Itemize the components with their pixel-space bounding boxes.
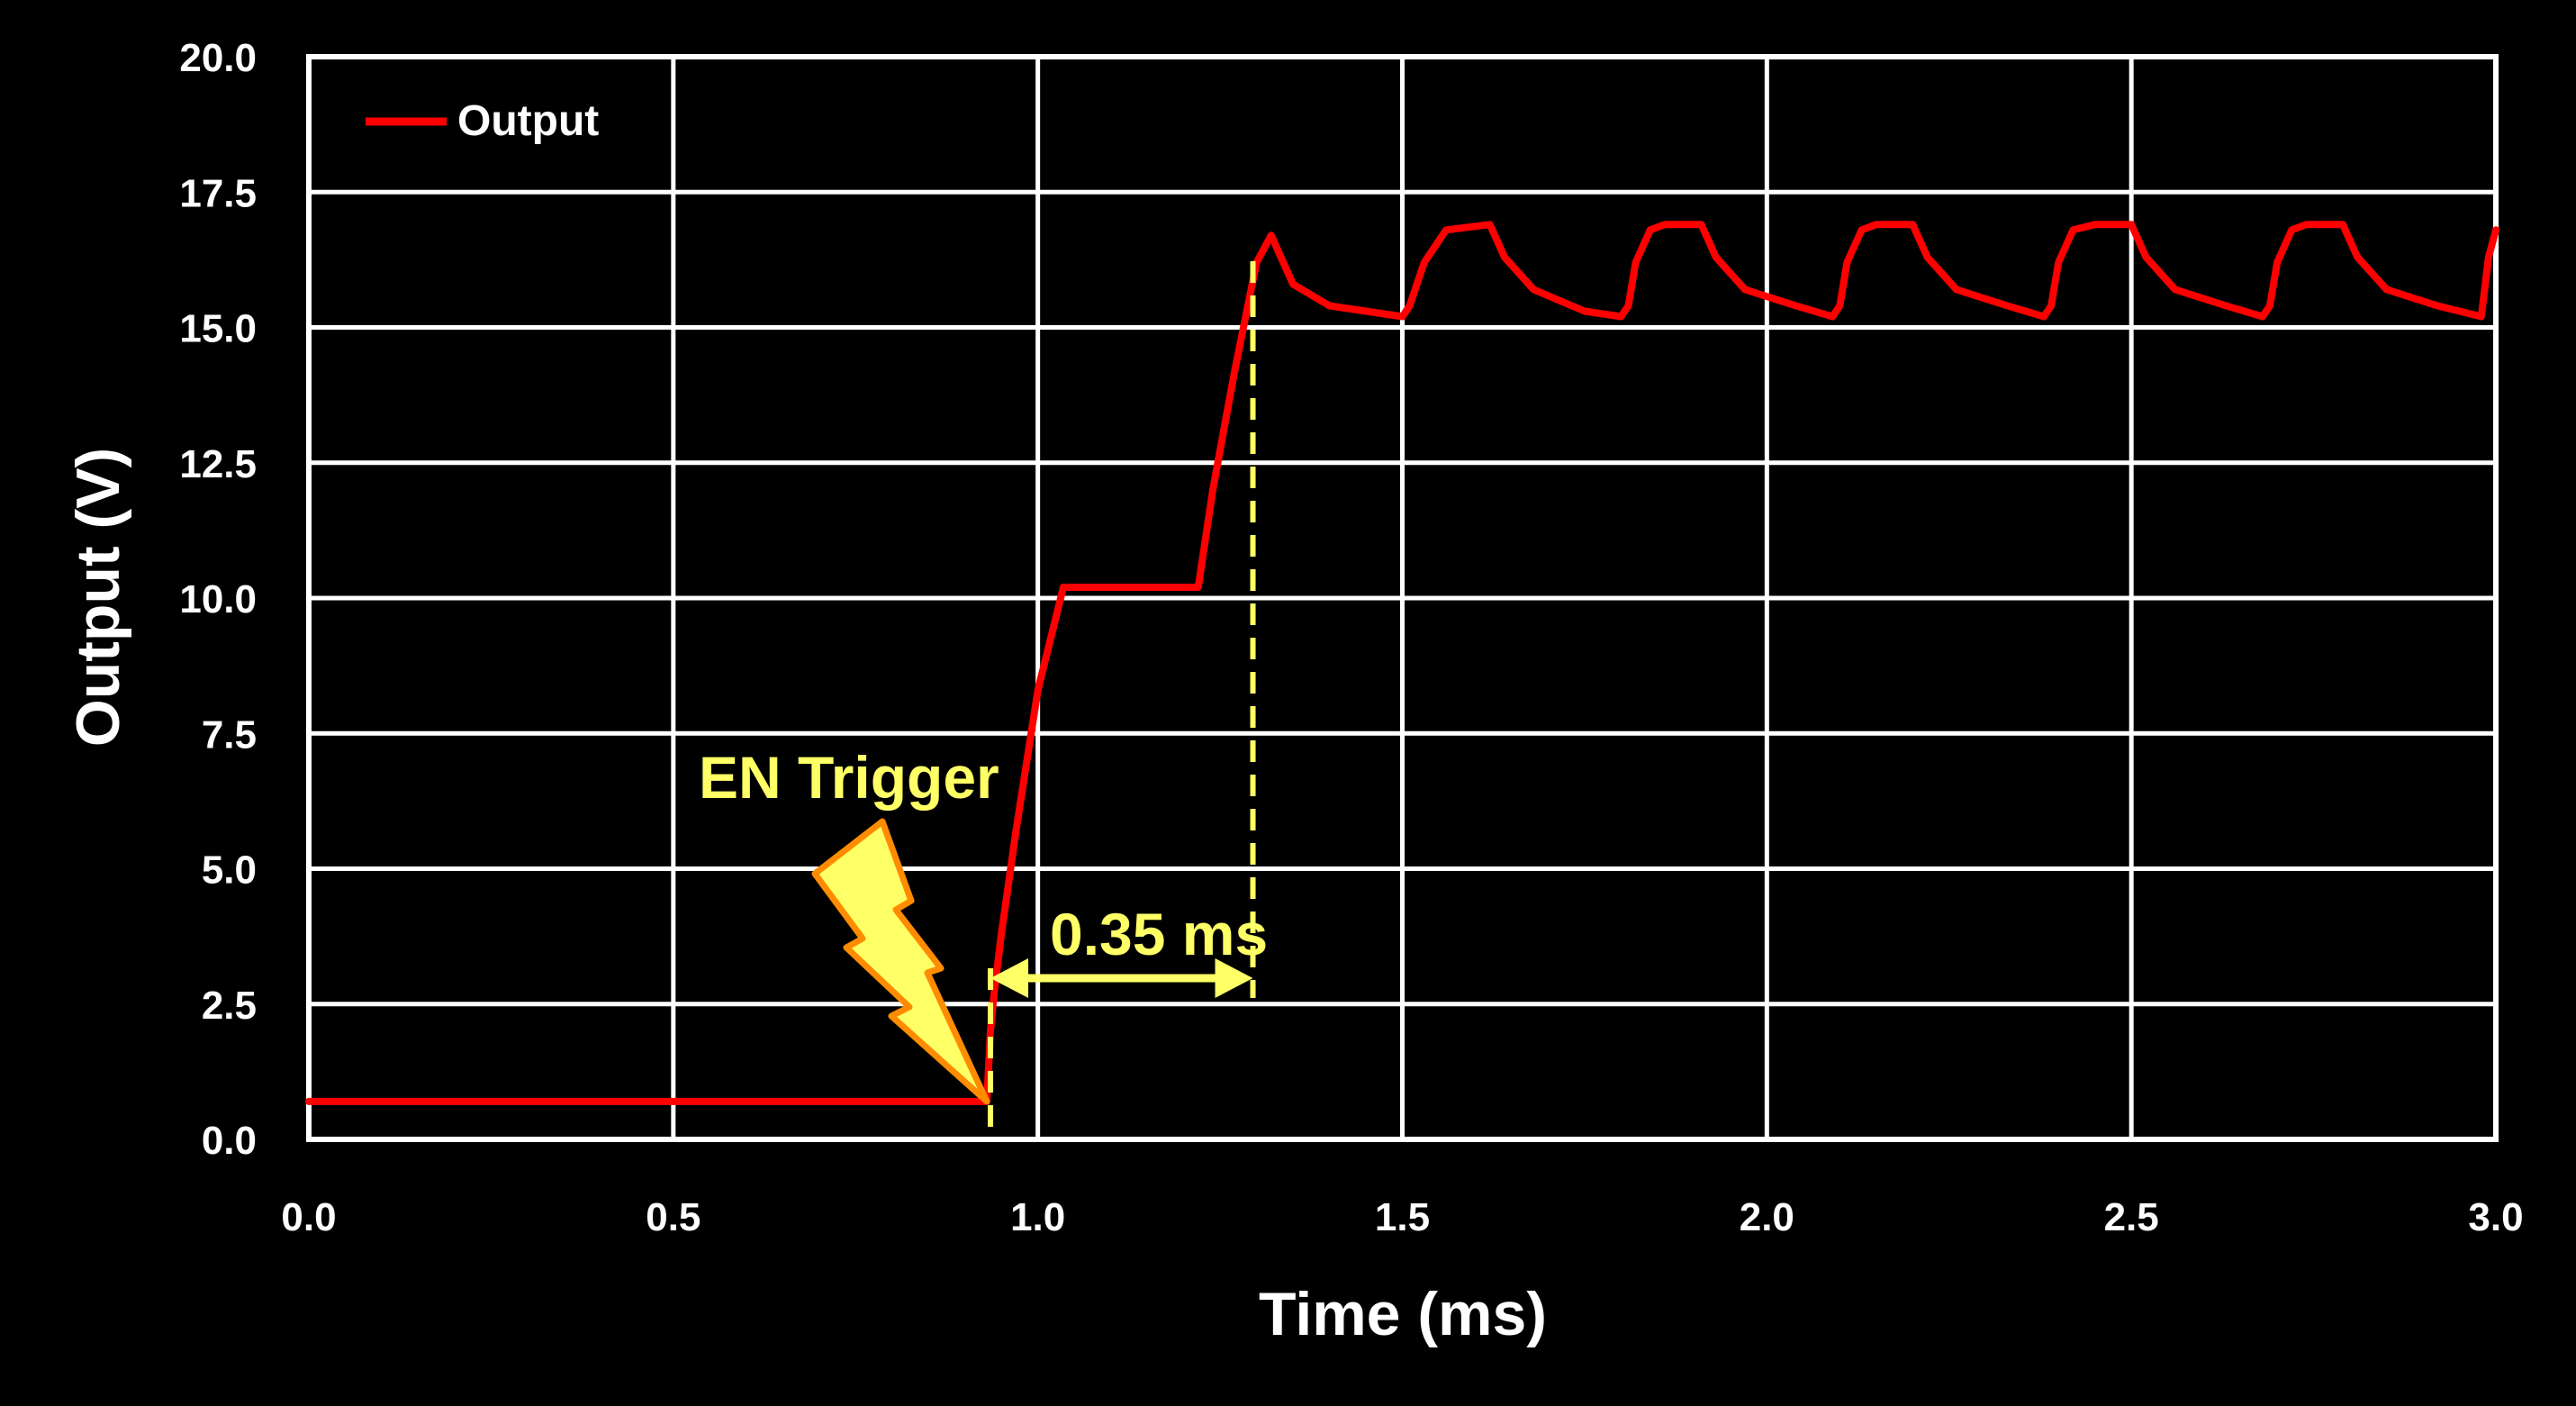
x-tick-label: 0.0 (281, 1195, 336, 1239)
y-tick-labels: 0.0 2.5 5.0 7.5 10.0 12.5 15.0 17.5 20.0 (179, 36, 257, 1163)
trigger-label: EN Trigger (699, 744, 999, 811)
x-tick-label: 1.5 (1375, 1195, 1430, 1239)
x-tick-label: 2.0 (1740, 1195, 1794, 1239)
plot-border (306, 54, 2499, 1142)
y-tick-label: 7.5 (202, 712, 257, 757)
y-tick-label: 5.0 (202, 848, 257, 893)
delta-label: 0.35 ms (1050, 901, 1268, 967)
y-axis-label: Output (V) (64, 448, 132, 747)
legend: Output (366, 97, 599, 145)
x-tick-label: 2.5 (2104, 1195, 2159, 1239)
y-tick-label: 17.5 (179, 171, 257, 215)
annotations: 0.35 ms EN Trigger (699, 261, 1268, 1137)
x-tick-label: 1.0 (1010, 1195, 1065, 1239)
y-tick-label: 20.0 (179, 36, 257, 80)
legend-label-output: Output (457, 97, 599, 145)
x-tick-label: 3.0 (2468, 1195, 2523, 1239)
series-line-output (305, 221, 2499, 1105)
delta-arrow-head-right (1215, 958, 1253, 998)
y-tick-label: 12.5 (179, 442, 257, 486)
delta-arrow-head-left (990, 958, 1029, 998)
grid (306, 54, 2499, 1142)
lightning-bolt-icon (811, 818, 990, 1105)
series-layer (305, 221, 2499, 1105)
y-tick-label: 2.5 (202, 984, 257, 1028)
y-tick-label: 15.0 (179, 307, 257, 351)
x-axis-label: Time (ms) (1259, 1280, 1547, 1348)
x-tick-label: 0.5 (646, 1195, 700, 1239)
y-tick-label: 10.0 (179, 577, 257, 621)
x-tick-labels: 0.0 0.5 1.0 1.5 2.0 2.5 3.0 (281, 1195, 2523, 1239)
y-tick-label: 0.0 (202, 1119, 257, 1163)
